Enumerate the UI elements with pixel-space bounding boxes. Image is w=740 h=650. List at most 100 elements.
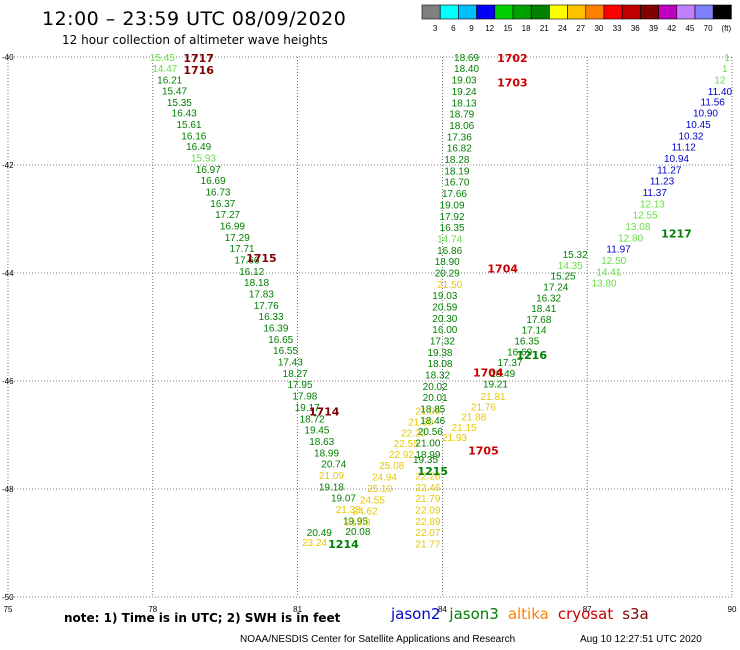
satellite-legend: jason2 jason3 altika cryosat s3a [391, 605, 658, 623]
legend-label: 27 [576, 24, 585, 33]
wave-height-value: 19.35 [413, 455, 438, 466]
satellite-name-altika: altika [507, 605, 549, 623]
satellite-name-jason2: jason2 [391, 605, 441, 623]
wave-height-value: 21.93 [442, 433, 467, 444]
units-note: note: 1) Time is in UTC; 2) SWH is in fe… [64, 611, 341, 625]
wave-height-value: 19.17 [295, 403, 320, 414]
legend-label: 9 [469, 24, 474, 33]
legend-label: 3 [433, 24, 438, 33]
wave-height-value: 12.50 [601, 256, 626, 267]
wave-height-value: 14.35 [558, 261, 583, 272]
wave-height-value: 18.18 [244, 278, 269, 289]
legend-label: (ft) [721, 24, 731, 33]
wave-height-value: 16.21 [157, 76, 182, 87]
legend-label: 70 [704, 24, 713, 33]
wave-height-value: 18.85 [420, 405, 445, 416]
wave-height-value: 15.35 [167, 98, 192, 109]
wave-height-value: 16.65 [268, 335, 293, 346]
legend-label: 33 [613, 24, 622, 33]
wave-height-value: 24.55 [360, 495, 385, 506]
wave-height-value: 18.49 [490, 369, 515, 380]
wave-height-value: 19.03 [432, 291, 457, 302]
x-tick-label: 90 [728, 605, 737, 614]
chart-title: 12:00 – 23:59 UTC 08/09/2020 [42, 8, 347, 30]
legend-swatch [603, 4, 623, 20]
wave-height-value: 21.09 [345, 517, 370, 528]
wave-height-value: 15.47 [162, 86, 187, 97]
legend-swatch [512, 4, 532, 20]
wave-height-value: 16.49 [186, 142, 211, 153]
legend-swatch [585, 4, 605, 20]
legend-label: 36 [631, 24, 640, 33]
legend-swatch [676, 4, 696, 20]
wave-height-value: 21.76 [471, 402, 496, 413]
wave-height-value: 11.97 [606, 245, 631, 256]
wave-height-value: 18.46 [420, 416, 445, 427]
wave-height-value: 16.69 [507, 347, 532, 358]
wave-height-value: 22.55 [394, 439, 419, 450]
wave-height-value: 16.73 [205, 187, 230, 198]
axis-ticks: -40 -42 -44 -46 -48 -50 75 78 81 84 87 90 [2, 53, 737, 614]
chart-subtitle: 12 hour collection of altimeter wave hei… [62, 33, 328, 47]
wave-height-value: 21.15 [452, 423, 477, 434]
color-legend: 3 6 9 12 15 18 21 24 27 30 33 36 39 42 45 70 (ft) [421, 4, 732, 33]
wave-height-value: 21.09 [319, 471, 344, 482]
satellite-name-jason3: jason3 [449, 605, 499, 623]
wave-height-value: 18.72 [300, 414, 325, 425]
legend-swatch [530, 4, 550, 20]
pass-number-label: 1216 [516, 349, 547, 362]
wave-height-value: 16.32 [536, 293, 561, 304]
legend-label: 15 [503, 24, 512, 33]
wave-height-value: 17.32 [430, 337, 455, 348]
legend-label: 6 [451, 24, 456, 33]
wave-height-value: 15.61 [176, 120, 201, 131]
wave-height-value: 17.76 [254, 301, 279, 312]
wave-height-value: 14.47 [152, 64, 177, 75]
wave-height-value: 15.25 [551, 272, 576, 283]
wave-height-value: 14.74 [437, 234, 462, 245]
wave-height-value: 16.99 [220, 221, 245, 232]
wave-height-value: 11.23 [650, 177, 675, 188]
wave-height-value: 16.00 [432, 325, 457, 336]
wave-height-value: 16.35 [514, 337, 539, 348]
wave-height-value: 20.29 [435, 268, 460, 279]
x-tick-label: 87 [583, 605, 592, 614]
y-tick-label: -44 [2, 269, 14, 278]
legend-label: 18 [522, 24, 531, 33]
wave-height-value: 12.55 [633, 211, 658, 222]
wave-height-value: 16.12 [239, 267, 264, 278]
wave-height-value: 19.24 [452, 87, 477, 98]
pass-number-label: 1715 [246, 252, 277, 265]
wave-height-value: 18.99 [314, 448, 339, 459]
wave-height-value: 11.27 [657, 165, 682, 176]
wave-height-value: 20.56 [418, 427, 443, 438]
wave-height-value: 18.69 [454, 53, 479, 64]
wave-height-value: 19.21 [483, 380, 508, 391]
wave-height-value: 17.36 [447, 132, 472, 143]
legend-swatch [640, 4, 659, 20]
wave-height-value: 18.63 [309, 437, 334, 448]
wave-height-value: 15.32 [563, 250, 588, 261]
y-tick-label: -42 [2, 161, 14, 170]
wave-height-value: 16.39 [263, 324, 288, 335]
wave-height-value: 20.02 [423, 382, 448, 393]
wave-height-value: 16.43 [172, 109, 197, 120]
wave-height-value: 17.66 [234, 256, 259, 267]
wave-height-value: 17.68 [526, 315, 551, 326]
wave-height-value: 18.28 [444, 155, 469, 166]
legend-swatch [694, 4, 714, 20]
wave-height-value: 19.95 [343, 516, 368, 527]
wave-height-value: 20.01 [423, 393, 448, 404]
wave-height-value: 15.45 [150, 53, 175, 64]
wave-height-value: 11.12 [672, 143, 697, 154]
wave-height-value: 13.80 [592, 279, 617, 290]
pass-number-label: 1717 [183, 52, 214, 65]
legend-swatch [712, 4, 732, 20]
wave-height-value: 20.30 [432, 314, 457, 325]
wave-height-value: 16.37 [210, 199, 235, 210]
wave-height-value: 15.93 [191, 153, 216, 164]
legend-swatch [458, 4, 477, 20]
wave-height-value: 19.03 [452, 76, 477, 87]
footer-timestamp: Aug 10 12:27:51 UTC 2020 [580, 634, 702, 645]
